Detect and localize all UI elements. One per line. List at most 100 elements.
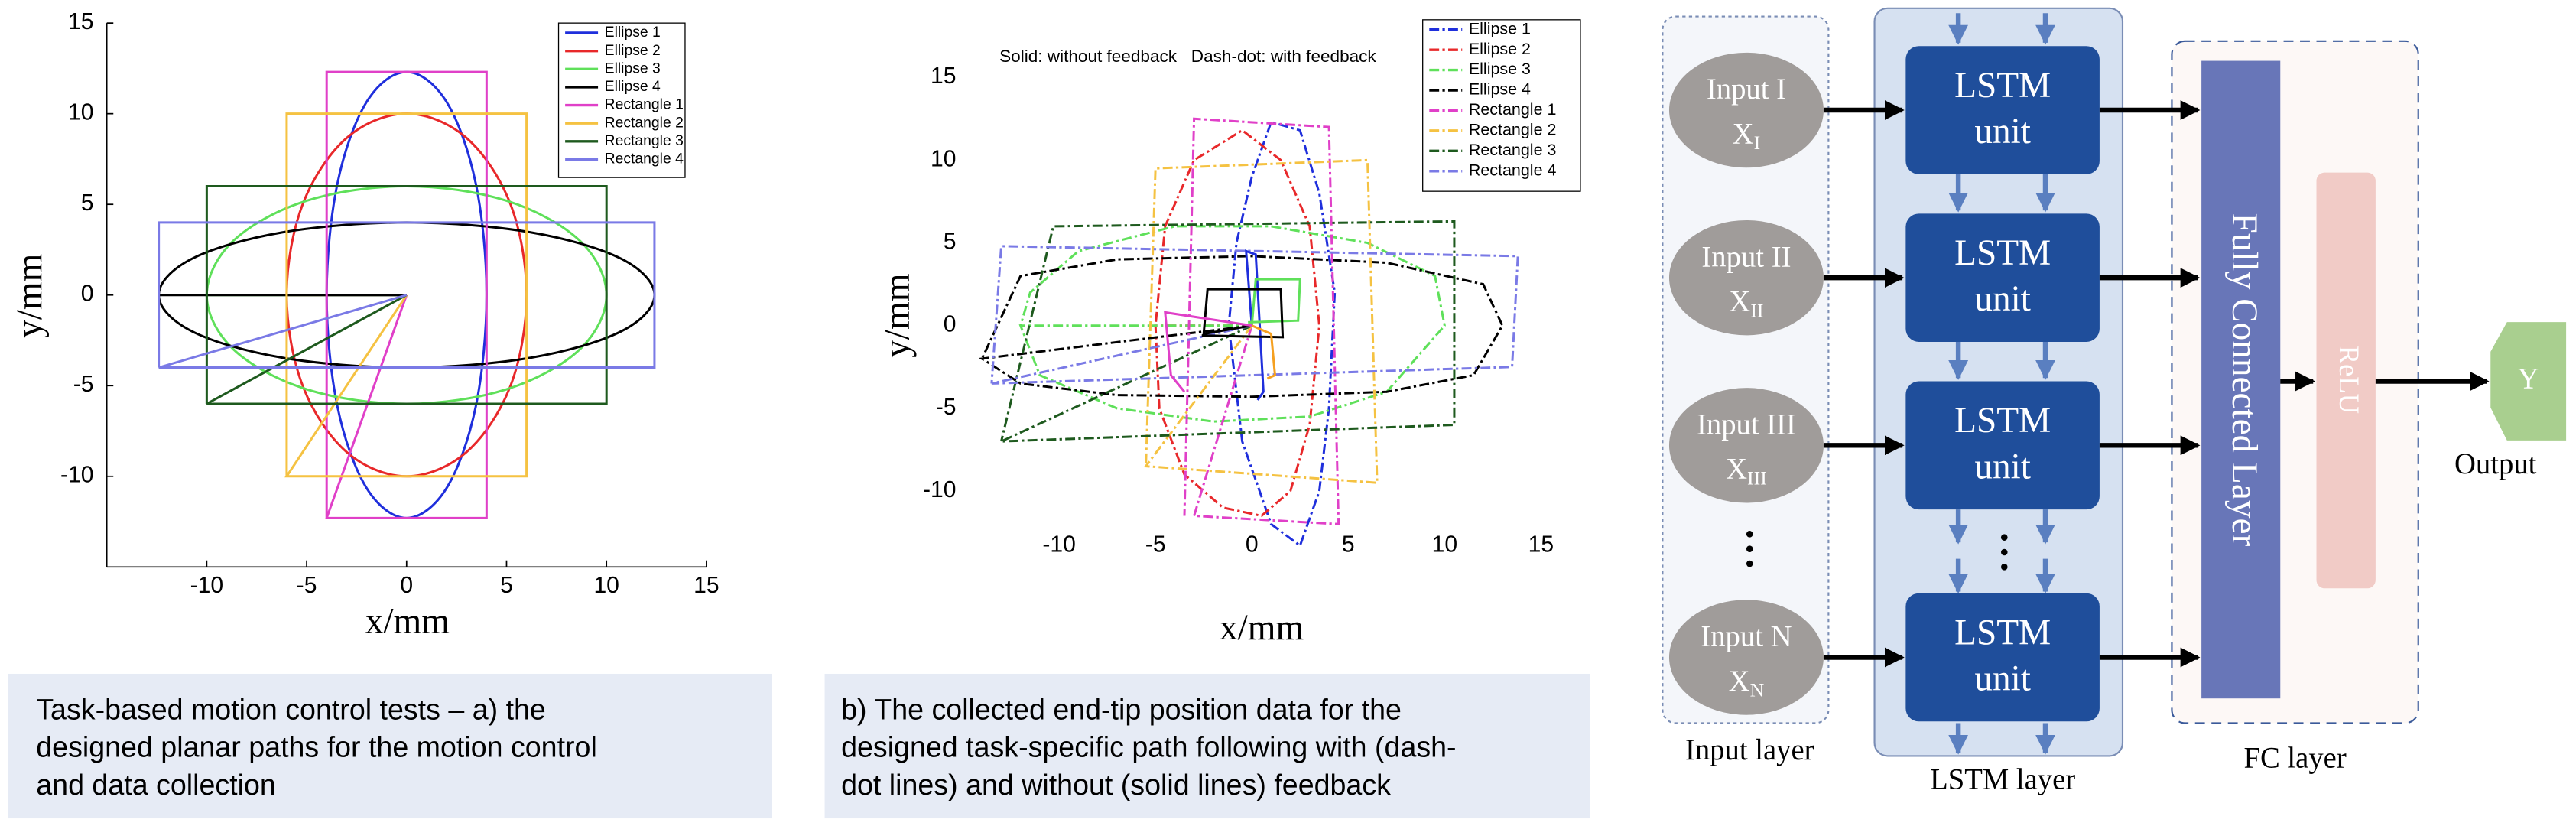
output-shape [2490,322,2567,441]
annotation: Solid: without feedback Dash-dot: with f… [999,47,1376,66]
series-line [158,221,656,369]
lstm-line: unit [1974,279,2031,319]
fc-label: Fully Connected Layer [2224,213,2264,547]
diagram: Fully Connected Layer ReLU Y Output Inpu… [1662,7,2567,796]
legend-label: Ellipse 1 [1469,19,1531,37]
x-tick-label: -5 [1145,532,1166,557]
x-tick-label: 10 [593,573,619,598]
y-tick-label: 5 [81,190,94,216]
input-var: XII [1729,285,1763,321]
series-line [1201,288,1285,339]
layer-label: FC layer [2243,743,2346,775]
series-line [325,70,488,519]
series-line [1244,249,1265,401]
x-tick-label: 5 [1342,532,1355,557]
legend-box [1422,19,1581,192]
input-var: XN [1729,665,1765,701]
fc-bar [2201,60,2281,699]
output-value: Y [2518,363,2539,395]
series-line [1000,220,1456,443]
legend-box [557,22,686,178]
output-label: Output [2454,448,2537,480]
series-line [1251,324,1277,380]
caption-line: designed planar paths for the motion con… [36,731,597,763]
y-tick-label: 15 [68,9,93,34]
legend-label: Rectangle 4 [605,151,684,167]
legend-label: Rectangle 4 [1469,161,1557,179]
series-line [284,112,528,478]
x-axis-label: x/mm [365,601,450,641]
series-line [1248,278,1301,326]
lstm-line: unit [1974,112,2031,151]
var-symbol: X [1729,285,1750,317]
layer-label: LSTM layer [1930,764,2075,796]
legend-label: Ellipse 2 [605,43,661,59]
y-axis-label: y/mm [877,273,917,358]
y-tick-label: -10 [60,463,93,488]
var-subscript: III [1747,467,1767,489]
caption-line: Task-based motion control tests – a) the [36,693,546,725]
legend-label: Ellipse 2 [1469,40,1531,58]
relu-label: ReLU [2334,346,2365,414]
y-tick-label: 0 [81,281,94,307]
series-line [1143,158,1379,484]
caption-box [8,673,772,819]
y-tick-label: -5 [936,395,957,420]
x-tick-label: -10 [190,573,223,598]
legend-label: Rectangle 3 [605,133,684,149]
input-var: XIII [1726,454,1767,489]
legend-label: Rectangle 1 [605,97,684,113]
input-layer-box [1662,15,1830,724]
lstm-line: LSTM [1954,66,2051,106]
legend-label: Ellipse 3 [1469,60,1531,78]
input-var: XI [1733,118,1761,154]
dot [1746,560,1753,567]
input-node [1668,52,1824,168]
caption-line: dot lines) and without (solid lines) fee… [841,769,1391,801]
dot [2000,534,2008,541]
legend-label: Ellipse 1 [605,24,661,41]
var-symbol: X [1726,454,1747,486]
caption-box [824,673,1590,819]
var-symbol: X [1729,665,1750,698]
lstm-unit [1905,381,2100,510]
lstm-unit [1905,46,2100,174]
x-axis-label: x/mm [1220,608,1304,648]
series-line [1018,225,1446,423]
input-name: Input II [1701,241,1791,273]
series-line [978,255,1504,398]
y-tick-label: 10 [68,100,93,125]
legend-label: Rectangle 1 [1469,100,1557,119]
legend-label: Rectangle 3 [1469,141,1557,159]
input-node [1668,388,1824,503]
caption-line: b) The collected end-tip position data f… [841,693,1402,725]
legend-label: Ellipse 3 [605,60,661,76]
x-tick-label: 0 [1246,532,1259,557]
input-name: Input N [1701,621,1792,653]
dot [2000,564,2008,571]
dot [1746,531,1753,538]
legend-label: Rectangle 2 [1469,121,1557,139]
x-tick-label: 15 [1528,532,1554,557]
series-line [1164,311,1252,393]
layer-label: Input layer [1685,734,1814,766]
lstm-line: unit [1974,447,2031,486]
y-tick-label: 15 [931,63,956,89]
x-tick-label: -5 [297,573,317,598]
y-tick-label: -5 [73,372,94,397]
input-node [1668,600,1824,715]
series-line [1227,120,1337,548]
input-node [1668,220,1824,336]
x-tick-label: -10 [1042,532,1075,557]
x-tick-label: 15 [694,573,719,598]
lstm-unit [1905,213,2100,342]
y-tick-label: 10 [931,146,956,171]
lstm-unit [1905,593,2100,722]
var-subscript: II [1750,299,1763,321]
x-tick-label: 10 [1432,532,1457,557]
legend-label: Rectangle 2 [605,115,684,131]
lstm-line: LSTM [1954,233,2051,273]
series-line [1154,128,1320,518]
relu-bar [2316,172,2376,589]
